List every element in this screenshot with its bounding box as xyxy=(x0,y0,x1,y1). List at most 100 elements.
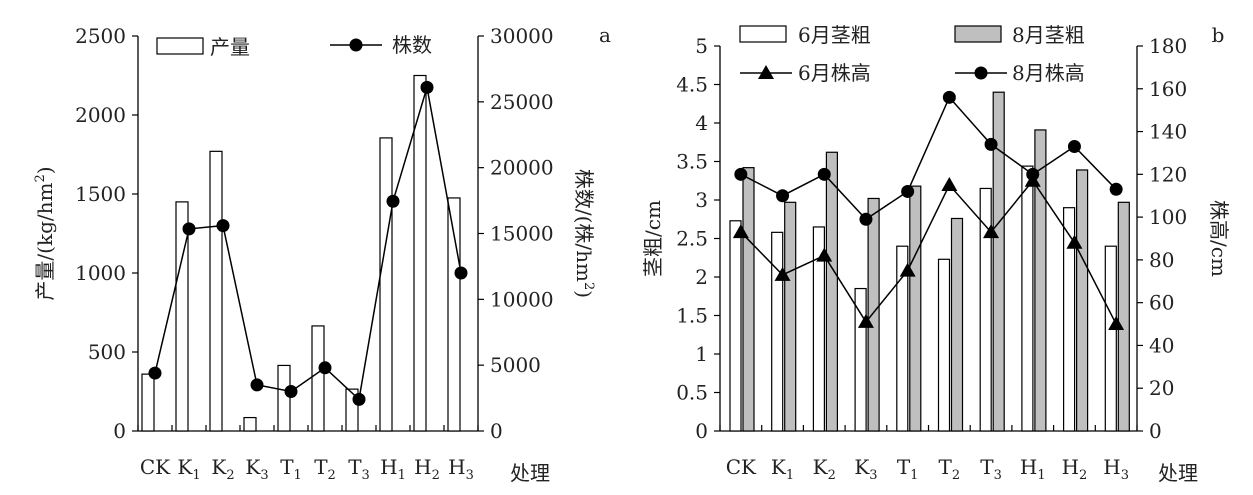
pa-series-point xyxy=(454,266,468,280)
pb-series-point xyxy=(732,224,749,239)
pb-legend-swatch xyxy=(739,25,787,43)
pb-xtick-label: CK xyxy=(726,455,757,479)
pb-xtick-label: K1 xyxy=(771,455,794,483)
pa-bar xyxy=(447,197,461,432)
pb-bar xyxy=(771,231,784,432)
pb-xtick-label: T2 xyxy=(939,455,961,483)
pb-bar xyxy=(742,167,755,432)
pa-xlabel: 处理 xyxy=(510,461,550,485)
pa-ytick-label: 0 xyxy=(113,419,126,443)
pb-legend-marker xyxy=(974,66,988,80)
pa-series-point xyxy=(250,378,264,392)
pb-bar xyxy=(867,197,880,432)
pb-series-point xyxy=(984,137,998,151)
pa-xtick-label: K2 xyxy=(211,455,234,483)
pa-panel-label: a xyxy=(599,23,611,47)
pb-ytick-label: 1.5 xyxy=(676,304,708,328)
pb-ytick-label: 5 xyxy=(695,34,708,58)
pa-series-point xyxy=(216,219,230,233)
pb-bar xyxy=(854,287,867,432)
pb-ytick-label: 0.5 xyxy=(676,381,708,405)
pa-bar xyxy=(243,416,257,432)
pa-legend-label: 产量 xyxy=(210,35,250,59)
pa-legend-label: 株数 xyxy=(392,33,432,57)
pb-xtick-label: H2 xyxy=(1062,455,1088,483)
pb-xtick-label: H3 xyxy=(1103,455,1129,483)
pb-ytick-label: 2 xyxy=(695,265,708,289)
pa-ytick-label: 500 xyxy=(88,340,126,364)
pa-series-point xyxy=(318,361,332,375)
pb-ytick-label: 0 xyxy=(695,419,708,443)
pb-xtick-label: K3 xyxy=(854,455,877,483)
pb-y2tick-label: 160 xyxy=(1149,77,1187,101)
pa-y2tick-label: 20000 xyxy=(490,156,554,180)
pb-xlabel: 处理 xyxy=(1158,461,1198,485)
pb-series-point xyxy=(901,184,915,198)
pb-y2tick-label: 60 xyxy=(1149,291,1174,315)
pb-ytick-label: 3.5 xyxy=(676,150,708,174)
pa-series-point xyxy=(284,385,298,398)
pb-bar xyxy=(825,151,839,432)
pb-bar xyxy=(992,91,1005,432)
pb-bar xyxy=(1034,129,1047,432)
pb-series-point xyxy=(899,262,916,277)
pb-bar xyxy=(1021,165,1034,432)
pb-series-point xyxy=(942,90,956,104)
pb-y2tick-label: 140 xyxy=(1149,120,1187,144)
pb-series-point xyxy=(1108,316,1125,331)
pb-series-point xyxy=(983,224,1000,239)
pb-legend-marker xyxy=(758,65,774,79)
pa-series-point xyxy=(148,366,162,380)
pb-xtick-label: K2 xyxy=(813,455,836,483)
pb-y2tick-label: 0 xyxy=(1149,419,1162,443)
pa-ylabel: 产量/(kg/hm2) xyxy=(33,166,57,300)
pb-bar xyxy=(1117,201,1130,432)
pa-xtick-label: H3 xyxy=(448,455,474,483)
pa-xtick-label: K3 xyxy=(245,455,268,483)
pb-series-point xyxy=(1026,167,1040,181)
pb-y2tick-label: 180 xyxy=(1149,34,1187,58)
pb-y2tick-label: 120 xyxy=(1149,162,1187,186)
pa-xtick-label: T2 xyxy=(314,455,336,483)
pb-bar xyxy=(979,187,992,432)
pb-y2label: 株高/cm xyxy=(1207,200,1231,277)
pb-bar xyxy=(1104,245,1117,432)
pb-series-point xyxy=(1067,140,1081,154)
pb-y2tick-label: 80 xyxy=(1149,248,1174,272)
pb-bar xyxy=(812,226,826,432)
pa-xtick-label: T1 xyxy=(280,455,302,483)
pb-series-point xyxy=(857,313,874,328)
pa-bar xyxy=(413,74,427,432)
pa-y2tick-label: 10000 xyxy=(490,287,554,311)
pb-series-line xyxy=(740,95,1117,221)
pa-xtick-label: H1 xyxy=(380,455,406,483)
pb-legend-label: 8月株高 xyxy=(1012,61,1085,85)
pb-bar xyxy=(729,220,742,432)
pb-ytick-label: 4 xyxy=(695,111,708,135)
pb-legend-label: 6月茎粗 xyxy=(798,23,871,47)
pb-ytick-label: 4.5 xyxy=(676,73,708,97)
pa-y2tick-label: 0 xyxy=(490,419,503,443)
pb-ylabel: 茎粗/cm xyxy=(641,200,665,277)
pb-series-point xyxy=(1109,182,1123,196)
pa-bar xyxy=(379,137,393,432)
pb-ytick-label: 3 xyxy=(695,188,708,212)
pb-series-point xyxy=(816,247,833,262)
pb-series-point xyxy=(734,167,748,181)
pa-legend-swatch xyxy=(156,37,204,55)
pb-bar xyxy=(950,217,964,432)
pa-y2label: 株数/(株/hm2) xyxy=(572,169,596,298)
pa-legend-marker xyxy=(349,38,363,52)
pa-bar xyxy=(277,364,291,432)
pb-series-point xyxy=(859,212,873,226)
pa-bar xyxy=(141,373,155,432)
pa-ytick-label: 2000 xyxy=(75,103,126,127)
pa-ytick-label: 1500 xyxy=(75,182,126,206)
pb-legend-label: 8月茎粗 xyxy=(1012,23,1085,47)
pa-series-point xyxy=(386,194,400,208)
pb-series-line xyxy=(740,179,1117,325)
pb-series-point xyxy=(1066,234,1083,249)
pa-y2tick-label: 25000 xyxy=(490,90,554,114)
pb-bar xyxy=(909,185,922,432)
